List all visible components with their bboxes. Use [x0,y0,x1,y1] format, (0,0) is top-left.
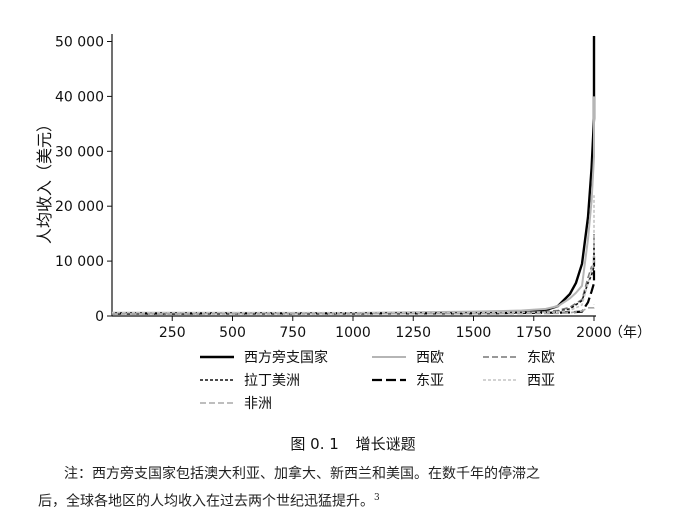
legend-label: 东亚 [416,373,444,389]
x-axis-label: （年） [609,325,651,341]
series-line-4 [111,255,596,315]
y-tick-label: 10 000 [55,254,104,270]
x-tick-label: 1750 [516,325,552,341]
x-tick-label: 2000 [576,325,612,341]
series-line-0 [112,36,596,315]
y-tick-label: 20 000 [55,199,104,215]
y-tick-label: 40 000 [55,89,104,105]
legend-label: 拉丁美洲 [244,373,300,389]
axes: 0 10 000 20 000 30 000 40 000 50 000 250 500 750… [35,34,651,341]
y-axis-label: 人均收入（美元） [35,116,54,244]
x-tick-label: 750 [279,325,306,341]
x-tick-label: 500 [219,325,246,341]
legend-label: 非洲 [244,396,272,412]
figure-title: 增长谜题 [355,435,416,453]
footnote-marker: 3 [374,493,380,503]
x-tick-label: 1500 [456,325,492,341]
income-chart: 0 10 000 20 000 30 000 40 000 50 000 250 500 750… [35,34,651,412]
legend-label: 西欧 [416,350,444,366]
x-tick-label: 1250 [395,325,431,341]
series-line-1 [111,96,595,314]
note-line-2: 后，全球各地区的人均收入在过去两个世纪迅猛提升。 [38,493,374,510]
legend-label: 西方旁支国家 [244,349,328,366]
figure-number: 图 0. 1 [290,435,339,453]
series-line-5 [112,195,595,314]
legend-label: 西亚 [527,373,555,389]
figure-note: 注：西方旁支国家包括澳大利亚、加拿大、新西兰和美国。在数千年的停滞之 后，全球各… [38,462,678,514]
series-line-6 [111,304,595,315]
series-line-3 [112,244,595,315]
y-tick-label: 50 000 [55,34,104,50]
y-tick-label: 30 000 [55,144,104,160]
y-tick-label: 0 [95,309,104,325]
x-tick-label: 250 [159,325,186,341]
series-lines [111,36,596,315]
figure-caption: 图 0. 1 增长谜题 [0,433,700,454]
series-line-2 [112,233,595,315]
note-line-1: 注：西方旁支国家包括澳大利亚、加拿大、新西兰和美国。在数千年的停滞之 [64,466,540,482]
legend-label: 东欧 [527,350,555,366]
x-tick-label: 1000 [335,325,371,341]
